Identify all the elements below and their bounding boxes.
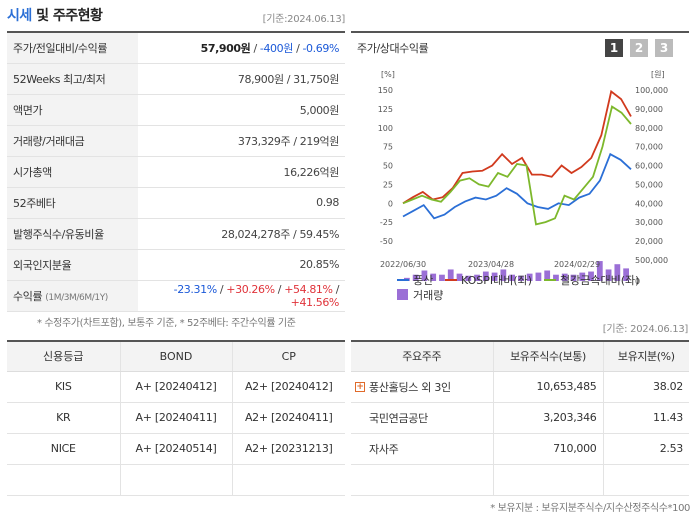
volume-bar bbox=[570, 274, 577, 281]
expand-icon[interactable]: + bbox=[355, 381, 365, 392]
x-tick-label: 2022/06/30 bbox=[380, 260, 426, 269]
volume-bar bbox=[553, 274, 559, 281]
right-tick-label: 90,000 bbox=[635, 105, 663, 114]
volume-bar bbox=[430, 273, 437, 281]
volume-bar bbox=[561, 273, 568, 281]
chart-title: 주가/상대수익률 bbox=[357, 42, 429, 55]
quote-note: * 수정주가(차트포함), 보통주 기준, * 52주베타: 주간수익률 기준 bbox=[37, 318, 296, 329]
basis-date-2: [기준: 2024.06.13] bbox=[602, 324, 689, 335]
volume-bar bbox=[509, 274, 515, 281]
table-row: KR A+ [20240411] A2+ [20240411] bbox=[7, 402, 345, 434]
quote-row-returns: 수익률 (1M/3M/6M/1Y) -23.31% / +30.26% / +5… bbox=[7, 280, 345, 312]
table-row: 자사주 710,000 2.53 bbox=[351, 433, 689, 465]
page-title: 시세 및 주주현황 bbox=[7, 8, 103, 24]
volume-bar bbox=[474, 274, 480, 281]
table-row: NICE A+ [20240514] A2+ [20231213] bbox=[7, 433, 345, 465]
volume-bar bbox=[614, 264, 621, 281]
volume-bar bbox=[535, 272, 542, 281]
right-tick-label: 100,000 bbox=[635, 86, 668, 95]
stock-chart: [%] [원] 150 125 100 75 50 25 0 -25 -50 100,000 90… bbox=[378, 70, 668, 302]
price-change-rate: -0.69% bbox=[302, 41, 339, 55]
quote-row-foreign: 외국인지분율 20.85% bbox=[7, 249, 345, 281]
chart-page-3[interactable]: 3 bbox=[655, 39, 673, 57]
legend-stock: 풍산 bbox=[413, 274, 433, 287]
left-tick-label: 0 bbox=[388, 199, 393, 208]
quote-row-shares: 발행주식수/유동비율 28,024,278주 / 59.45% bbox=[7, 218, 345, 250]
volume-bar bbox=[623, 268, 629, 281]
right-tick-label: 80,000 bbox=[635, 124, 663, 133]
right-tick-label: 60,000 bbox=[635, 162, 663, 171]
quote-row-par: 액면가 5,000원 bbox=[7, 94, 345, 126]
x-tick-label: 2023/04/28 bbox=[468, 260, 514, 269]
volume-bar bbox=[412, 274, 419, 281]
legend-volume-swatch bbox=[397, 289, 408, 300]
volume-bar bbox=[518, 275, 524, 281]
legend-volume: 거래량 bbox=[413, 289, 443, 302]
chart-page-2[interactable]: 2 bbox=[630, 39, 648, 57]
quote-row-volume: 거래량/거래대금 373,329주 / 219억원 bbox=[7, 125, 345, 157]
left-tick-label: 25 bbox=[383, 180, 393, 189]
legend-steel: 철강금속대비(좌) bbox=[560, 274, 639, 287]
quote-row-mktcap: 시가총액 16,226억원 bbox=[7, 156, 345, 188]
series-line bbox=[402, 105, 632, 226]
volume-bar bbox=[491, 272, 498, 281]
left-tick-label: 150 bbox=[378, 86, 393, 95]
left-tick-label: -50 bbox=[380, 237, 393, 246]
volume-bar bbox=[596, 261, 603, 281]
price-change: -400원 bbox=[259, 41, 293, 55]
volume-bar bbox=[526, 273, 533, 281]
volume-bar bbox=[447, 269, 454, 281]
quote-row-beta: 52주베타 0.98 bbox=[7, 187, 345, 219]
right-tick-label: 40,000 bbox=[635, 199, 663, 208]
table-row bbox=[351, 464, 689, 496]
volume-bar bbox=[588, 271, 594, 281]
table-row: 국민연금공단 3,203,346 11.43 bbox=[351, 402, 689, 434]
quote-table: 주가/전일대비/수익률 57,900원 / -400원 / -0.69% 52W… bbox=[7, 31, 345, 312]
right-tick-label: 50,000 bbox=[635, 180, 663, 189]
left-tick-label: 75 bbox=[383, 143, 393, 152]
right-tick-label: 70,000 bbox=[635, 143, 663, 152]
x-tick-label: 2024/02/29 bbox=[554, 260, 600, 269]
left-tick-label: 100 bbox=[378, 124, 393, 133]
left-tick-label: 125 bbox=[378, 105, 393, 114]
legend-kospi: KOSPI대비(좌) bbox=[461, 274, 532, 287]
volume-bar bbox=[500, 269, 507, 281]
credit-table: 신용등급 BOND CP KIS A+ [20240412] A2+ [202404… bbox=[7, 340, 345, 496]
volume-bar bbox=[439, 274, 445, 281]
holders-note: * 보유지분 : 보유지분주식수/지수산정주식수*100 bbox=[490, 503, 690, 514]
volume-bar bbox=[544, 270, 551, 281]
volume-bar bbox=[421, 270, 428, 281]
series-line bbox=[402, 89, 632, 205]
quote-row-price: 주가/전일대비/수익률 57,900원 / -400원 / -0.69% bbox=[7, 31, 345, 64]
volume-tick-label: 0 bbox=[635, 277, 640, 286]
volume-tick-label: 500,000 bbox=[635, 256, 668, 265]
left-tick-label: -25 bbox=[380, 218, 393, 227]
right-tick-label: 30,000 bbox=[635, 218, 663, 227]
right-tick-label: 20,000 bbox=[635, 237, 663, 246]
current-price: 57,900원 bbox=[200, 41, 251, 55]
volume-bar bbox=[456, 273, 463, 281]
volume-bar bbox=[605, 269, 612, 281]
quote-row-52w: 52Weeks 최고/최저 78,900원 / 31,750원 bbox=[7, 63, 345, 95]
series-line bbox=[402, 152, 632, 220]
chart-panel: 주가/상대수익률 1 2 3 [%] [원] 150 125 100 75 50 25 0 -… bbox=[351, 31, 689, 310]
basis-date: [기준:2024.06.13] bbox=[262, 14, 346, 25]
holders-table: 주요주주 보유주식수(보통) 보유지분(%) + 풍산홀딩스 외 3인 10,65… bbox=[351, 340, 689, 496]
left-axis-unit: [%] bbox=[381, 70, 395, 79]
right-axis-unit: [원] bbox=[651, 70, 665, 79]
left-tick-label: 50 bbox=[383, 162, 393, 171]
volume-bar bbox=[579, 272, 586, 281]
volume-bar bbox=[482, 271, 489, 281]
table-row: KIS A+ [20240412] A2+ [20240412] bbox=[7, 371, 345, 403]
table-row: + 풍산홀딩스 외 3인 10,653,485 38.02 bbox=[351, 371, 689, 403]
table-row bbox=[7, 464, 345, 496]
volume-bar bbox=[465, 275, 472, 281]
chart-page-1[interactable]: 1 bbox=[605, 39, 623, 57]
